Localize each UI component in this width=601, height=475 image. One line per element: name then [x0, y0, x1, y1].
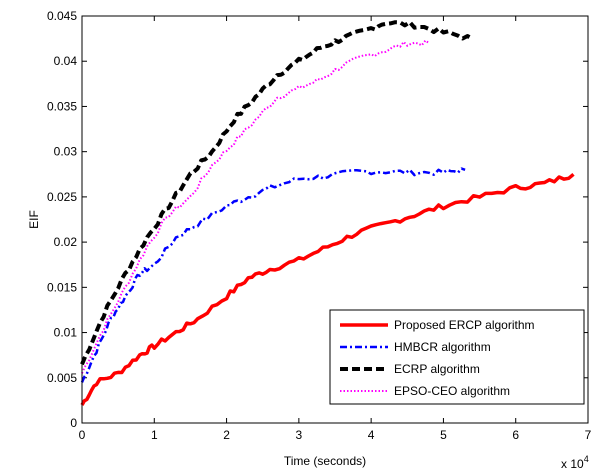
x-axis-label: Time (seconds): [284, 454, 366, 468]
x-tick-label: 1: [151, 428, 158, 442]
series-line-2: [80, 20, 474, 366]
series-line-1: [80, 167, 466, 383]
y-tick-label: 0.03: [54, 145, 78, 159]
legend-entry-label: Proposed ERCP algorithm: [394, 318, 535, 332]
y-tick-label: 0.01: [54, 326, 78, 340]
x-tick-label: 7: [585, 428, 592, 442]
x-axis-ticks: 0 1 2 3 4 5 6 7: [79, 16, 592, 442]
y-axis-ticks: 0 0.005 0.01 0.015 0.02 0.025 0.03 0.035 0.04 0.0…: [47, 9, 588, 430]
legend-entry-label: HMBCR algorithm: [394, 340, 491, 354]
y-axis-label: EIF: [27, 210, 41, 229]
y-tick-label: 0.02: [54, 235, 78, 249]
x-tick-label: 6: [512, 428, 519, 442]
y-tick-label: 0.015: [47, 280, 77, 294]
x-axis-multiplier: x 104: [561, 454, 589, 471]
y-tick-label: 0.005: [47, 371, 77, 385]
y-tick-label: 0.045: [47, 9, 77, 23]
y-tick-label: 0: [70, 416, 77, 430]
legend-entry-label: ECRP algorithm: [394, 362, 480, 376]
y-tick-label: 0.035: [47, 99, 77, 113]
y-tick-label: 0.025: [47, 190, 77, 204]
x-tick-label: 3: [296, 428, 303, 442]
x-tick-label: 2: [223, 428, 230, 442]
legend-entry-label: EPSO-CEO algorithm: [394, 384, 510, 398]
series-layer: [80, 20, 575, 406]
plot-frame: [81, 15, 589, 424]
series-line-0: [80, 172, 575, 406]
x-tick-label: 0: [79, 428, 86, 442]
y-tick-label: 0.04: [54, 54, 78, 68]
x-axis-multiplier-exponent: 4: [584, 454, 589, 464]
series-line-3: [81, 39, 430, 374]
x-axis-multiplier-base: x 10: [561, 457, 584, 471]
legend: Proposed ERCP algorithm HMBCR algorithm EC…: [329, 309, 585, 405]
x-tick-label: 5: [440, 428, 447, 442]
x-tick-label: 4: [368, 428, 375, 442]
